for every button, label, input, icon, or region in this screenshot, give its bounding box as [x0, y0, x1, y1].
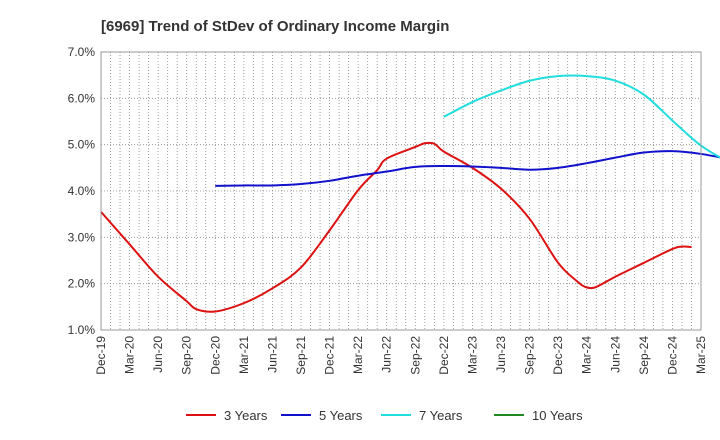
x-tick-label: Sep-20 [180, 336, 194, 375]
legend-label-5-years: 5 Years [319, 408, 363, 423]
y-tick-label: 1.0% [68, 323, 96, 337]
x-tick-label: Sep-23 [523, 336, 537, 375]
x-tick-label: Sep-21 [294, 336, 308, 375]
chart-title: [6969] Trend of StDev of Ordinary Income… [101, 18, 449, 35]
y-tick-label: 4.0% [68, 184, 96, 198]
y-axis: 1.0% 2.0% 3.0% 4.0% 5.0% 6.0% 7.0% [68, 45, 96, 337]
x-tick-label: Mar-20 [123, 336, 137, 374]
y-tick-label: 2.0% [68, 277, 96, 291]
x-tick-label: Mar-23 [465, 336, 479, 374]
y-tick-label: 5.0% [68, 138, 96, 152]
x-tick-label: Mar-24 [580, 336, 594, 374]
y-tick-label: 7.0% [68, 45, 96, 59]
x-tick-label: Jun-23 [494, 336, 508, 373]
legend: 3 Years 5 Years 7 Years 10 Years [186, 408, 583, 423]
x-tick-label: Mar-25 [694, 336, 708, 374]
grid [101, 52, 701, 330]
series-line-7-years [443, 74, 720, 159]
x-tick-label: Sep-22 [408, 336, 422, 375]
x-tick-label: Sep-24 [637, 336, 651, 375]
legend-label-10-years: 10 Years [532, 408, 583, 423]
x-tick-label: Dec-21 [323, 336, 337, 375]
x-tick-label: Dec-22 [437, 336, 451, 375]
x-tick-label: Mar-22 [351, 336, 365, 374]
series-line-5-years [215, 150, 720, 187]
x-tick-label: Jun-21 [265, 336, 279, 373]
series-line-3-years [100, 141, 692, 313]
x-tick-label: Jun-24 [608, 336, 622, 373]
legend-label-7-years: 7 Years [419, 408, 463, 423]
x-tick-label: Dec-20 [208, 336, 222, 375]
x-tick-label: Dec-23 [551, 336, 565, 375]
plot-frame [100, 51, 702, 331]
x-tick-label: Mar-21 [237, 336, 251, 374]
y-tick-label: 3.0% [68, 230, 96, 244]
legend-label-3-years: 3 Years [224, 408, 268, 423]
x-tick-label: Dec-19 [94, 336, 108, 375]
series-layer [100, 74, 720, 313]
x-tick-label: Dec-24 [665, 336, 679, 375]
x-tick-label: Jun-20 [151, 336, 165, 373]
x-tick-label: Jun-22 [380, 336, 394, 373]
y-tick-label: 6.0% [68, 91, 96, 105]
x-axis: Dec-19 Mar-20 Jun-20 Sep-20 Dec-20 Mar-21 Jun-… [94, 336, 708, 375]
